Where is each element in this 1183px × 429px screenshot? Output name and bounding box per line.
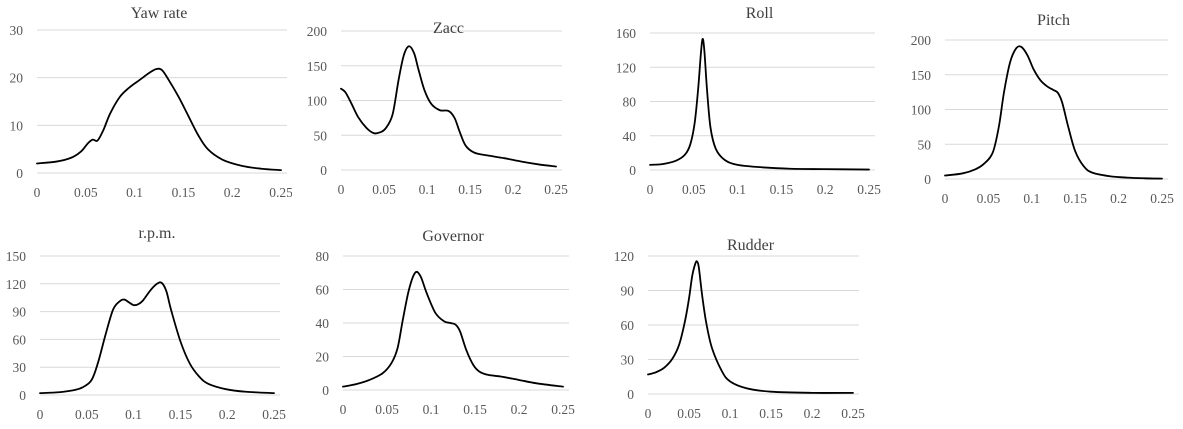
chart-title: Rudder	[727, 237, 775, 254]
y-tick-label: 20	[316, 350, 330, 365]
x-tick-label: 0.1	[722, 406, 739, 421]
x-tick-label: 0.2	[1110, 191, 1127, 206]
x-tick-label: 0.1	[419, 182, 436, 197]
x-tick-label: 0.2	[804, 406, 821, 421]
x-tick-label: 0	[37, 407, 44, 422]
y-tick-label: 0	[16, 166, 23, 181]
x-tick-label: 0.05	[977, 191, 1001, 206]
y-tick-label: 40	[623, 129, 637, 144]
x-tick-label: 0.25	[544, 182, 568, 197]
x-tick-label: 0.05	[372, 182, 396, 197]
chart-panel-zacc: 0 50 100 150 200 0 0.05 0.1 0.15 0.2 0.25 Zacc	[307, 20, 568, 197]
y-tick-label: 80	[316, 249, 330, 264]
x-tick-label: 0.15	[463, 402, 487, 417]
y-tick-label: 50	[314, 128, 328, 143]
series-line	[39, 281, 275, 395]
x-tick-label: 0.15	[458, 182, 482, 197]
y-tick-label: 120	[616, 60, 637, 75]
y-tick-label: 120	[614, 249, 635, 264]
x-tick-label: 0.25	[269, 185, 292, 200]
y-tick-label: 0	[924, 172, 931, 187]
series-line	[340, 45, 557, 168]
x-tick-label: 0.2	[219, 407, 236, 422]
chart-panel-pitch: 0 50 100 150 200 0 0.05 0.1 0.15 0.2 0.25 Pitch	[911, 12, 1174, 206]
x-tick-label: 0.1	[125, 407, 142, 422]
y-tick-label: 150	[911, 68, 932, 83]
y-tick-label: 80	[623, 95, 637, 110]
x-tick-label: 0.2	[817, 182, 834, 197]
y-tick-label: 30	[13, 360, 27, 375]
x-tick-label: 0	[34, 185, 41, 200]
chart-panel-roll: 0 40 80 120 160 0 0.05 0.1 0.15 0.2 0.25 Roll	[616, 5, 881, 197]
x-tick-label: 0.2	[224, 185, 241, 200]
y-tick-label: 200	[911, 33, 932, 48]
x-tick-label: 0.25	[841, 406, 865, 421]
x-tick-label: 0.05	[677, 406, 701, 421]
y-tick-label: 0	[19, 388, 26, 403]
chart-title: Roll	[746, 5, 774, 22]
x-tick-label: 0.25	[551, 402, 575, 417]
x-tick-label: 0.25	[857, 182, 881, 197]
x-tick-label: 0.05	[375, 402, 399, 417]
x-tick-label: 0	[338, 182, 345, 197]
x-tick-label: 0.15	[169, 407, 193, 422]
y-tick-label: 150	[307, 59, 328, 74]
y-tick-label: 120	[6, 277, 27, 292]
y-tick-label: 60	[13, 332, 27, 347]
x-tick-label: 0.15	[759, 406, 783, 421]
x-tick-label: 0.1	[729, 182, 746, 197]
series-line	[944, 45, 1163, 180]
y-tick-label: 0	[629, 163, 636, 178]
y-tick-label: 0	[320, 163, 327, 178]
x-tick-label: 0.25	[262, 407, 286, 422]
y-tick-label: 0	[627, 387, 634, 402]
chart-panel-rpm: 0 30 60 90 120 150 0 0.05 0.1 0.15 0.2 0.25 r.p.m.	[6, 225, 286, 422]
chart-panel-yaw-rate: 0 10 20 30 0 0.05 0.1 0.15 0.2 0.25 Yaw rate	[10, 5, 293, 200]
chart-title: Zacc	[433, 20, 464, 37]
chart-panel-rudder: 0 30 60 90 120 0 0.05 0.1 0.15 0.2 0.25 Rudder	[614, 237, 865, 421]
x-tick-label: 0	[340, 402, 347, 417]
x-tick-label: 0.1	[423, 402, 440, 417]
x-tick-label: 0.15	[1063, 191, 1087, 206]
x-tick-label: 0	[645, 406, 652, 421]
y-tick-label: 20	[10, 71, 24, 86]
y-tick-label: 200	[307, 24, 328, 39]
y-tick-label: 60	[316, 283, 330, 298]
x-tick-label: 0.05	[74, 185, 98, 200]
y-tick-label: 100	[911, 103, 932, 118]
chart-title: Pitch	[1037, 12, 1070, 29]
y-tick-label: 60	[621, 318, 635, 333]
x-tick-label: 0.15	[172, 185, 196, 200]
x-tick-label: 0.05	[682, 182, 706, 197]
series-line	[342, 270, 564, 388]
chart-title: r.p.m.	[139, 225, 176, 242]
y-tick-label: 0	[322, 383, 329, 398]
y-tick-label: 160	[616, 26, 637, 41]
y-tick-label: 30	[10, 23, 24, 38]
y-tick-label: 150	[6, 249, 27, 264]
y-tick-label: 50	[918, 137, 932, 152]
x-tick-label: 0	[647, 182, 654, 197]
y-tick-label: 10	[10, 118, 24, 133]
x-tick-label: 0.15	[770, 182, 794, 197]
y-tick-label: 100	[307, 94, 328, 109]
series-line	[36, 67, 282, 172]
x-tick-label: 0.05	[75, 407, 99, 422]
chart-title: Governor	[422, 228, 484, 245]
chart-title: Yaw rate	[131, 5, 188, 22]
y-tick-label: 30	[621, 353, 635, 368]
x-tick-label: 0.1	[1023, 191, 1040, 206]
y-tick-label: 90	[621, 284, 635, 299]
series-line	[649, 38, 870, 171]
x-tick-label: 0	[942, 191, 949, 206]
x-tick-label: 0.2	[511, 402, 528, 417]
x-tick-label: 0.1	[126, 185, 143, 200]
chart-panel-governor: 0 20 40 60 80 0 0.05 0.1 0.15 0.2 0.25 Governor	[316, 228, 576, 417]
y-tick-label: 90	[13, 305, 27, 320]
x-tick-label: 0.25	[1150, 191, 1174, 206]
x-tick-label: 0.2	[505, 182, 522, 197]
y-tick-label: 40	[316, 316, 330, 331]
series-line	[647, 260, 854, 394]
